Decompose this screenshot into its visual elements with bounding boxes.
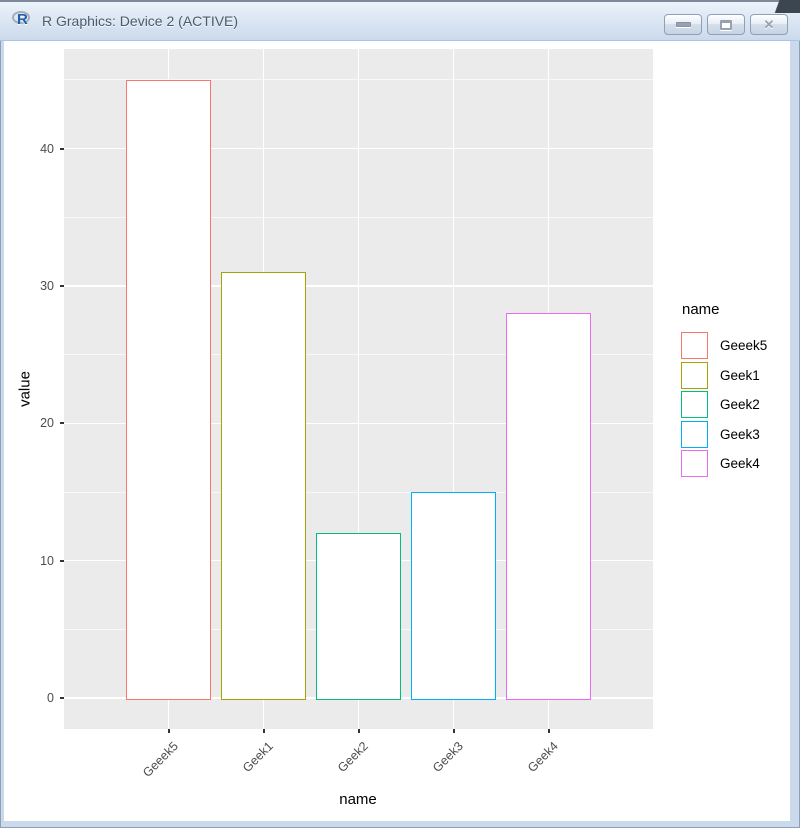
y-axis-title: value: [16, 371, 34, 407]
window-titlebar[interactable]: R R Graphics: Device 2 (ACTIVE) ✕: [0, 0, 800, 41]
vertical-gridline: [452, 49, 455, 729]
x-tick-mark: [547, 729, 550, 733]
window-title: R Graphics: Device 2 (ACTIVE): [42, 13, 239, 29]
y-tick-mark: [60, 697, 64, 700]
bar-Geek4: [505, 313, 592, 700]
x-tick-label-Geek3: Geek3: [429, 739, 466, 775]
bar-Geeek5: [125, 79, 212, 701]
y-tick-label: 0: [47, 691, 54, 706]
close-button[interactable]: ✕: [750, 14, 788, 35]
bar-Geek1: [220, 272, 307, 701]
legend-label-Geek3: Geek3: [720, 426, 760, 442]
close-icon: ✕: [763, 17, 775, 32]
legend-label-Geeek5: Geeek5: [720, 338, 768, 353]
x-tick-label-Geek4: Geek4: [524, 739, 561, 775]
vertical-gridline: [357, 49, 360, 729]
legend-title: name: [682, 301, 720, 318]
legend-key-Geeek5: [681, 332, 708, 359]
plot-panel: [64, 49, 653, 729]
y-tick-label: 10: [40, 553, 54, 568]
window-controls: ✕: [664, 14, 788, 35]
x-tick-label-Geeek5: Geeek5: [139, 739, 181, 780]
maximize-button[interactable]: [707, 14, 745, 35]
screenshot-corner-artifact: [758, 0, 800, 13]
legend-key-Geek4: [681, 450, 708, 478]
y-tick-mark: [60, 422, 64, 425]
x-axis-title: name: [339, 791, 377, 808]
r-logo-ellipse: [12, 11, 30, 24]
legend-label-Geek1: Geek1: [720, 367, 760, 383]
legend-key-Geek1: [681, 361, 708, 389]
r-logo-icon: R: [12, 11, 34, 29]
y-tick-label: 20: [40, 416, 54, 431]
x-tick-mark: [357, 729, 360, 733]
y-tick-label: 40: [40, 141, 54, 156]
legend-label-Geek4: Geek4: [720, 456, 760, 472]
y-tick-label: 30: [40, 279, 54, 293]
minimize-icon: [675, 22, 691, 27]
legend-key-Geek2: [681, 391, 708, 419]
x-tick-label-Geek2: Geek2: [334, 739, 371, 775]
plot-client-area: 0 10 20 30 40 Geeek5 Geek1 Geek2 Geek3 Geek4 val…: [4, 41, 790, 821]
r-logo-letter: R: [17, 11, 28, 28]
maximize-icon: [720, 19, 732, 30]
y-tick-mark: [60, 285, 64, 287]
bar-Geek2: [315, 533, 402, 700]
y-tick-mark: [60, 147, 64, 150]
minimize-button[interactable]: [664, 14, 702, 35]
x-tick-mark: [262, 729, 265, 733]
x-tick-label-Geek1: Geek1: [239, 739, 276, 775]
x-tick-mark: [452, 729, 455, 733]
legend-label-Geek2: Geek2: [720, 397, 760, 413]
bar-Geek3: [410, 492, 497, 701]
legend-key-Geek3: [681, 420, 708, 448]
y-tick-mark: [60, 559, 64, 562]
x-tick-mark: [167, 729, 170, 733]
